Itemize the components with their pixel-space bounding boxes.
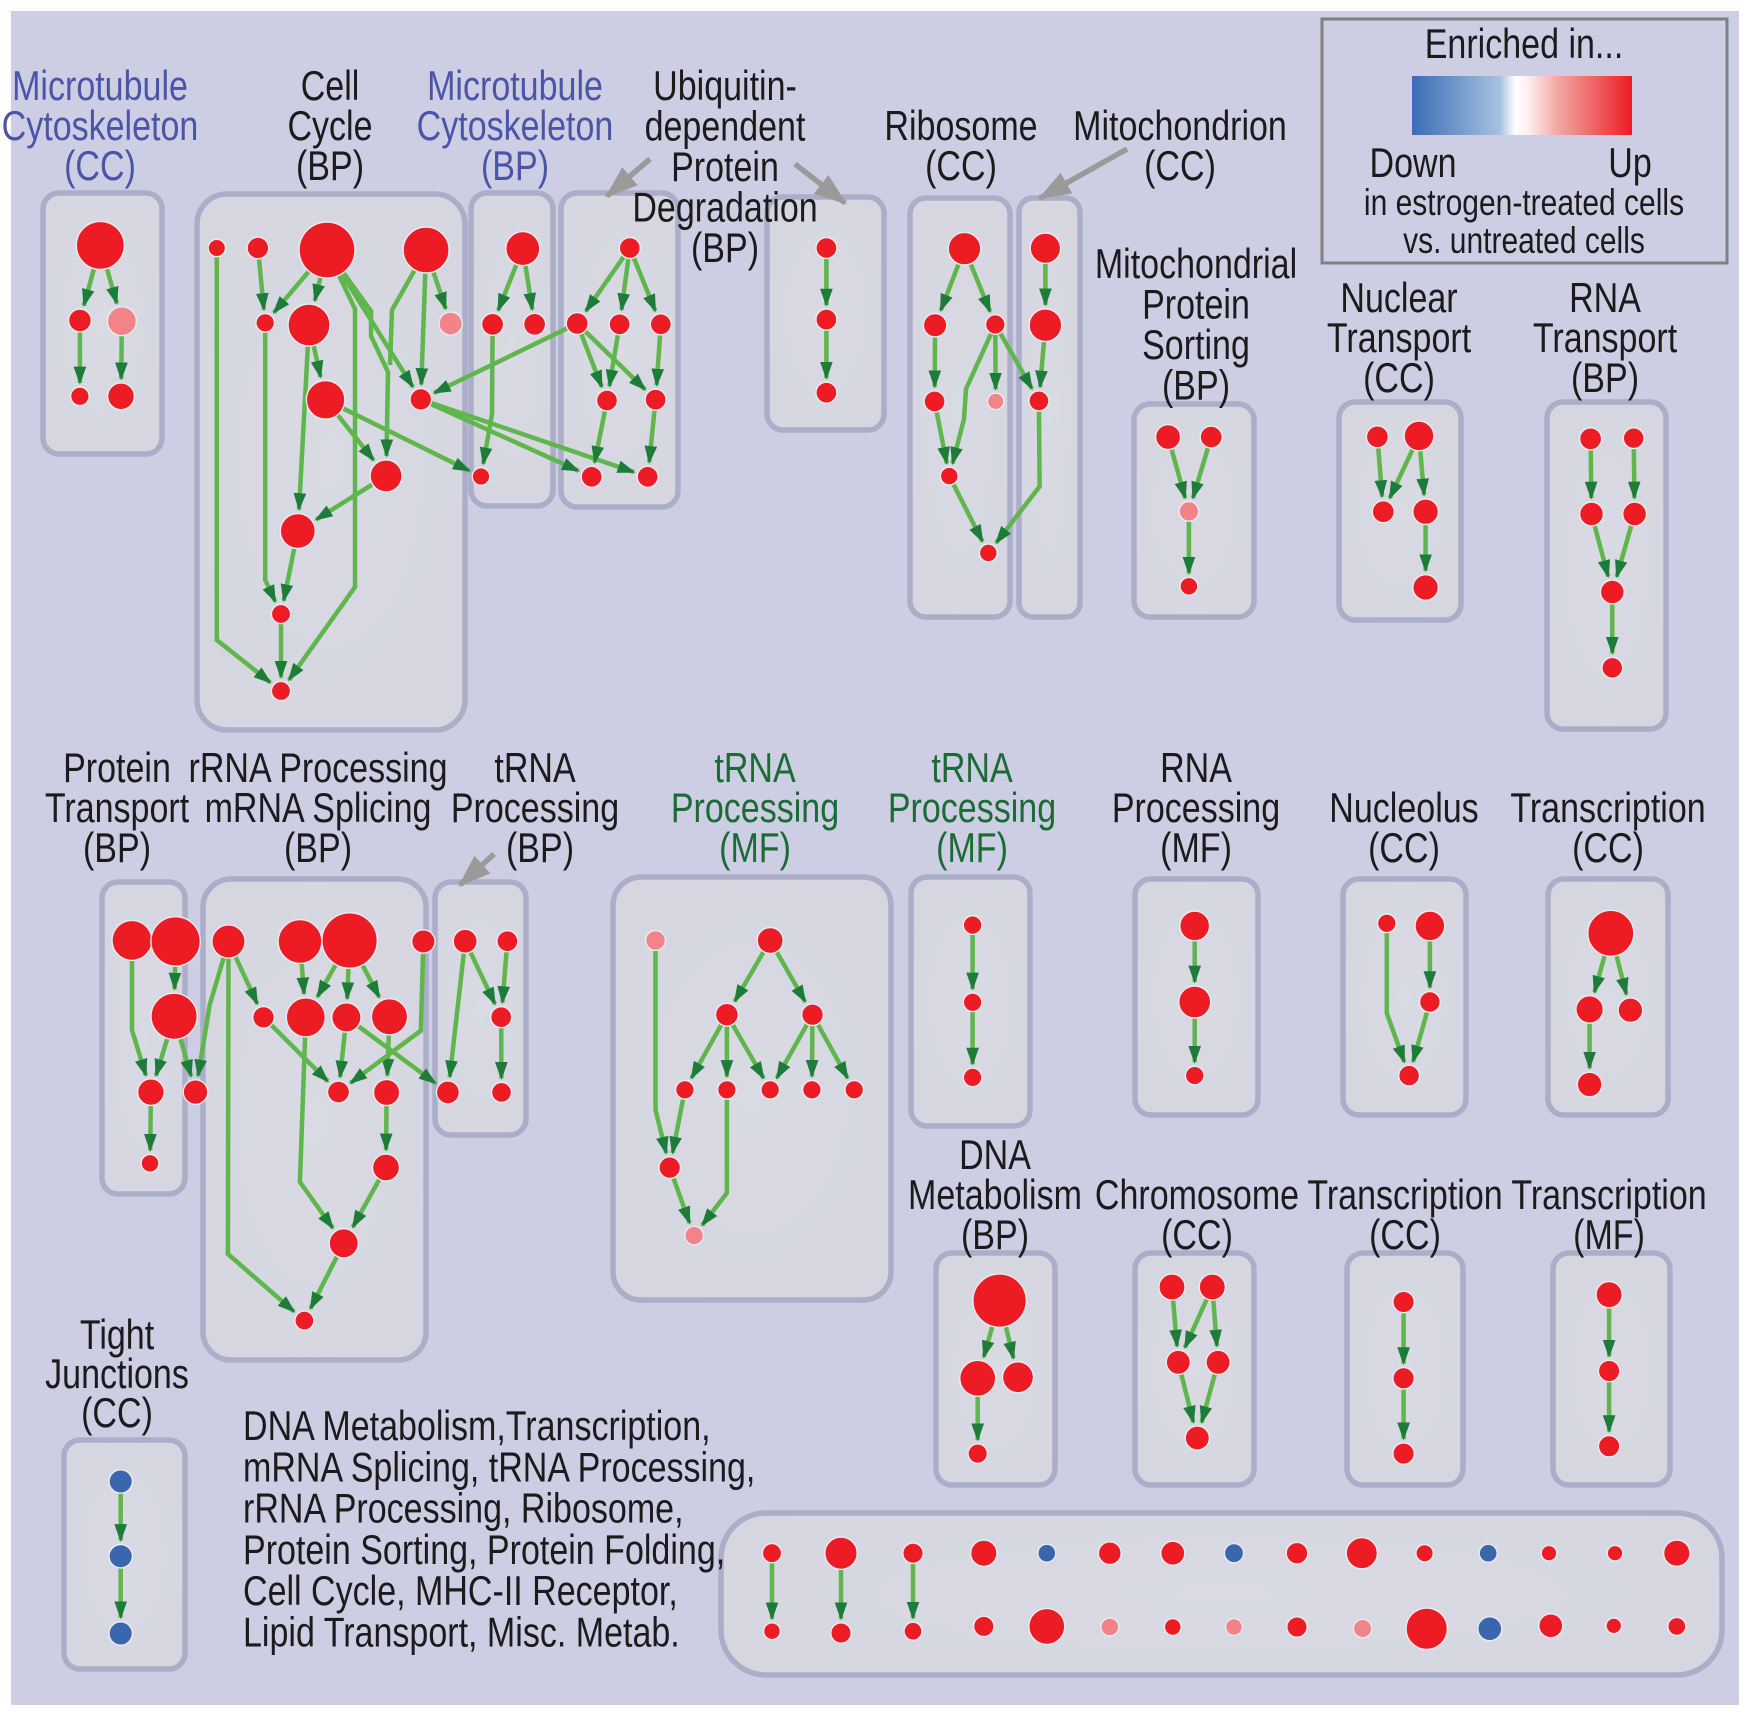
svg-text:Processing: Processing — [888, 786, 1056, 832]
svg-text:Protein: Protein — [671, 145, 779, 191]
svg-text:(MF): (MF) — [1573, 1213, 1645, 1259]
svg-text:rRNA Processing: rRNA Processing — [188, 746, 447, 792]
svg-text:(MF): (MF) — [719, 826, 791, 872]
svg-text:Nucleolus: Nucleolus — [1329, 786, 1478, 832]
svg-text:vs. untreated cells: vs. untreated cells — [1403, 221, 1645, 261]
svg-text:(CC): (CC) — [925, 144, 997, 190]
svg-text:Transcription: Transcription — [1307, 1173, 1502, 1219]
svg-text:Mitochondrial: Mitochondrial — [1095, 242, 1297, 288]
svg-text:tRNA: tRNA — [931, 746, 1013, 792]
svg-text:Cytoskeleton: Cytoskeleton — [2, 104, 199, 150]
svg-text:Processing: Processing — [451, 786, 619, 832]
svg-text:tRNA: tRNA — [494, 746, 576, 792]
svg-text:(CC): (CC) — [1369, 1213, 1441, 1259]
svg-text:(CC): (CC) — [1368, 826, 1440, 872]
svg-text:Degradation: Degradation — [632, 185, 817, 231]
svg-text:DNA: DNA — [959, 1133, 1031, 1179]
svg-text:Ribosome: Ribosome — [884, 104, 1037, 150]
svg-text:Tight: Tight — [80, 1313, 155, 1359]
svg-text:(BP): (BP) — [1162, 363, 1230, 409]
svg-text:Nuclear: Nuclear — [1340, 276, 1457, 322]
svg-text:(BP): (BP) — [481, 144, 549, 190]
svg-text:(CC): (CC) — [64, 144, 136, 190]
svg-text:(MF): (MF) — [1160, 826, 1232, 872]
svg-text:Cell Cycle, MHC-II Receptor,: Cell Cycle, MHC-II Receptor, — [243, 1569, 678, 1615]
svg-text:Transport: Transport — [1327, 316, 1472, 362]
svg-text:(CC): (CC) — [1363, 356, 1435, 402]
svg-text:Up: Up — [1608, 141, 1651, 187]
svg-text:(MF): (MF) — [936, 826, 1008, 872]
svg-text:mRNA Splicing, tRNA Processing: mRNA Splicing, tRNA Processing, — [243, 1445, 755, 1491]
svg-text:Processing: Processing — [1112, 786, 1280, 832]
svg-text:Transcription: Transcription — [1510, 786, 1705, 832]
svg-text:Ubiquitin-: Ubiquitin- — [653, 64, 797, 110]
svg-text:(BP): (BP) — [961, 1213, 1029, 1259]
svg-text:(BP): (BP) — [691, 226, 759, 272]
svg-text:Junctions: Junctions — [45, 1352, 189, 1398]
svg-text:Cell: Cell — [301, 64, 360, 110]
svg-text:(CC): (CC) — [81, 1391, 153, 1437]
svg-text:Microtubule: Microtubule — [427, 64, 603, 110]
svg-text:(CC): (CC) — [1161, 1213, 1233, 1259]
svg-text:Transport: Transport — [45, 786, 190, 832]
svg-text:Lipid Transport, Misc. Metab.: Lipid Transport, Misc. Metab. — [243, 1610, 680, 1656]
svg-text:Chromosome: Chromosome — [1095, 1173, 1299, 1219]
svg-text:mRNA Splicing: mRNA Splicing — [205, 786, 432, 832]
svg-text:in estrogen-treated cells: in estrogen-treated cells — [1364, 183, 1684, 223]
svg-text:dependent: dependent — [645, 104, 806, 150]
svg-text:(BP): (BP) — [1571, 356, 1639, 402]
svg-text:Protein: Protein — [1142, 282, 1250, 328]
svg-text:Cytoskeleton: Cytoskeleton — [417, 104, 614, 150]
svg-text:RNA: RNA — [1569, 276, 1641, 322]
svg-text:Transport: Transport — [1533, 316, 1678, 362]
svg-text:(CC): (CC) — [1572, 826, 1644, 872]
svg-text:Microtubule: Microtubule — [12, 64, 188, 110]
svg-text:(BP): (BP) — [506, 826, 574, 872]
svg-text:Transcription: Transcription — [1511, 1173, 1706, 1219]
svg-text:Processing: Processing — [671, 786, 839, 832]
svg-text:(BP): (BP) — [284, 826, 352, 872]
svg-text:Down: Down — [1370, 141, 1457, 187]
svg-text:DNA Metabolism,Transcription,: DNA Metabolism,Transcription, — [243, 1404, 711, 1450]
svg-text:(CC): (CC) — [1144, 144, 1216, 190]
svg-text:Cycle: Cycle — [287, 104, 372, 150]
svg-text:Metabolism: Metabolism — [908, 1173, 1082, 1219]
svg-text:RNA: RNA — [1160, 746, 1232, 792]
svg-text:rRNA Processing, Ribosome,: rRNA Processing, Ribosome, — [243, 1487, 684, 1533]
svg-text:(BP): (BP) — [83, 826, 151, 872]
svg-text:Protein Sorting, Protein Foldi: Protein Sorting, Protein Folding, — [243, 1528, 725, 1574]
svg-text:Enriched in...: Enriched in... — [1425, 22, 1624, 68]
svg-text:(BP): (BP) — [296, 144, 364, 190]
svg-text:Sorting: Sorting — [1142, 323, 1250, 369]
svg-text:tRNA: tRNA — [714, 746, 796, 792]
svg-text:Mitochondrion: Mitochondrion — [1073, 104, 1287, 150]
svg-text:Protein: Protein — [63, 746, 171, 792]
